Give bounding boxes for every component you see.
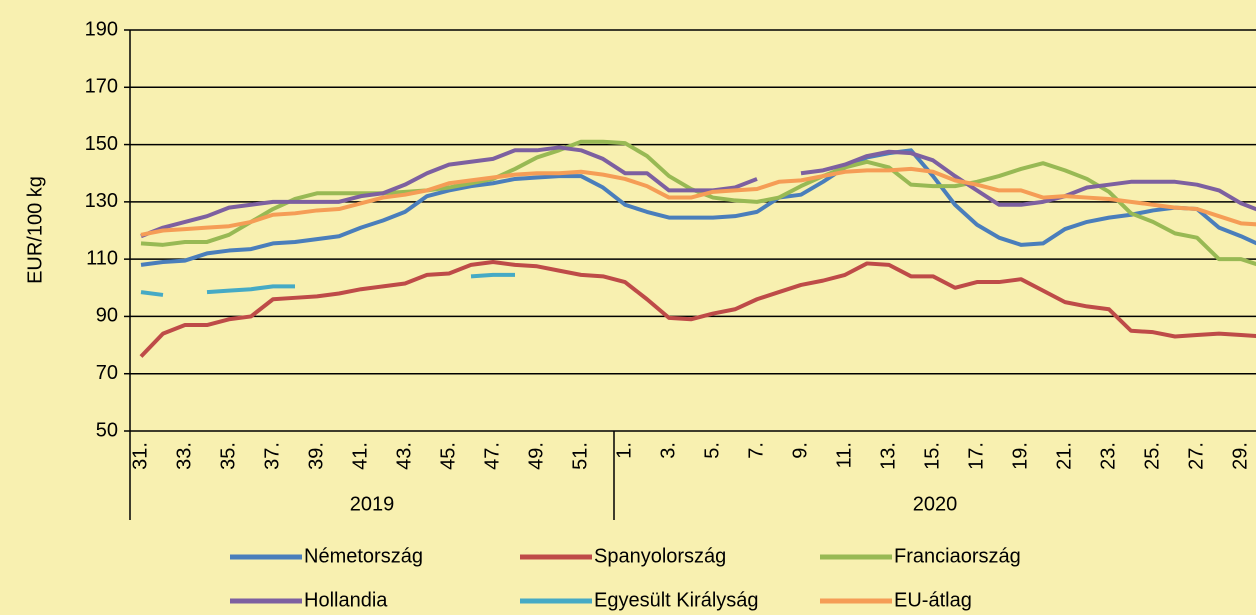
y-tick-label: 110 — [86, 247, 118, 269]
x-tick-label: 51. — [569, 442, 591, 470]
x-tick-label: 47. — [481, 442, 503, 470]
x-tick-label: 31. — [129, 442, 151, 470]
x-tick-label: 45. — [437, 442, 459, 470]
y-tick-label: 170 — [85, 76, 118, 98]
x-tick-label: 43. — [393, 442, 415, 470]
x-tick-label: 37. — [261, 442, 283, 470]
x-tick-label: 3. — [657, 442, 679, 459]
x-tick-label: 23. — [1097, 442, 1119, 470]
legend-label: EU-átlag — [894, 589, 972, 611]
y-tick-label: 130 — [85, 190, 118, 212]
y-tick-label: 70 — [96, 362, 118, 384]
x-tick-label: 41. — [349, 442, 371, 470]
legend-label: Egyesült Királyság — [594, 589, 759, 611]
x-tick-label: 29. — [1229, 442, 1251, 470]
legend-label: Spanyolország — [594, 545, 726, 567]
x-tick-label: 27. — [1185, 442, 1207, 470]
x-tick-label: 39. — [305, 442, 327, 470]
y-tick-label: 190 — [85, 18, 118, 40]
x-tick-label: 7. — [745, 442, 767, 459]
x-tick-label: 19. — [1009, 442, 1031, 470]
legend-label: Hollandia — [304, 589, 388, 611]
x-tick-label: 15. — [921, 442, 943, 470]
x-tick-label: 35. — [217, 442, 239, 470]
group-label: 2020 — [913, 493, 958, 515]
y-tick-label: 50 — [96, 419, 118, 441]
series-line — [140, 148, 1256, 267]
x-tick-label: 33. — [173, 442, 195, 470]
series-line — [140, 166, 1256, 237]
x-tick-label: 49. — [525, 442, 547, 470]
x-tick-label: 17. — [965, 442, 987, 470]
legend-label: Németország — [304, 545, 423, 567]
y-axis-label: EUR/100 kg — [24, 176, 46, 284]
legend-label: Franciaország — [894, 545, 1021, 567]
series-line — [140, 145, 1256, 239]
x-tick-label: 11. — [833, 442, 855, 468]
series-line — [140, 272, 515, 297]
x-tick-label: 21. — [1053, 442, 1075, 470]
y-tick-label: 150 — [85, 133, 118, 155]
x-tick-label: 13. — [877, 442, 899, 470]
x-tick-label: 1. — [613, 442, 635, 459]
x-tick-label: 9. — [789, 442, 811, 459]
series-line — [139, 260, 1256, 358]
y-tick-label: 90 — [96, 305, 118, 327]
group-label: 2019 — [350, 493, 395, 515]
x-tick-label: 25. — [1141, 442, 1163, 470]
x-tick-label: 5. — [701, 442, 723, 459]
